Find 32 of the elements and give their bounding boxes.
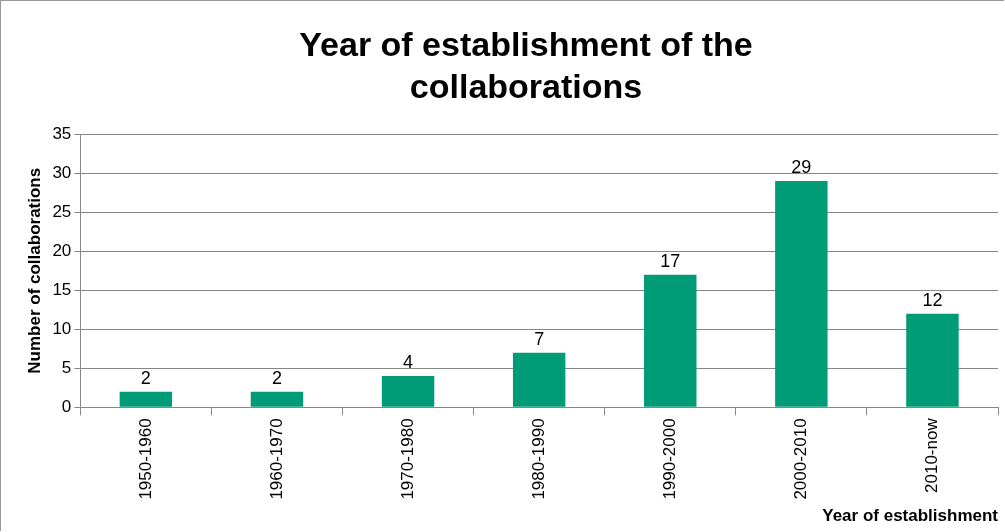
y-tick-label: 10 [52,318,72,338]
data-label: 29 [791,156,812,177]
bar [381,376,435,407]
y-axis-title: Number of collaborations [24,167,44,374]
bar [644,274,697,407]
bar [250,391,304,407]
x-tick-label: 2010-now [922,417,942,493]
x-axis-title: Year of establishment [822,506,999,526]
bar [119,391,173,407]
y-tick-label: 35 [52,123,72,143]
y-tick-label: 0 [61,396,72,416]
data-label: 12 [922,289,943,310]
x-tick-label: 1950-1960 [135,418,155,500]
y-tick-label: 30 [52,162,72,182]
data-label: 17 [660,250,681,271]
y-tick-label: 15 [52,279,72,299]
bar [775,181,828,407]
bar [906,313,959,407]
bar [512,352,566,407]
data-label: 2 [140,367,151,388]
data-label: 2 [271,367,282,388]
y-tick-label: 20 [52,240,72,260]
y-tick-label: 5 [61,357,72,377]
x-tick-label: 1970-1980 [397,418,417,500]
x-tick-label: 1960-1970 [266,418,286,500]
chart-title: Year of establishment of the collaborations [298,24,754,107]
x-tick-label: 1980-1990 [528,418,548,500]
y-tick-label: 25 [52,201,72,221]
x-tick-label: 2000-2010 [791,418,811,500]
data-label: 7 [534,328,545,349]
x-tick-label: 1990-2000 [659,418,679,500]
data-label: 4 [403,352,414,373]
